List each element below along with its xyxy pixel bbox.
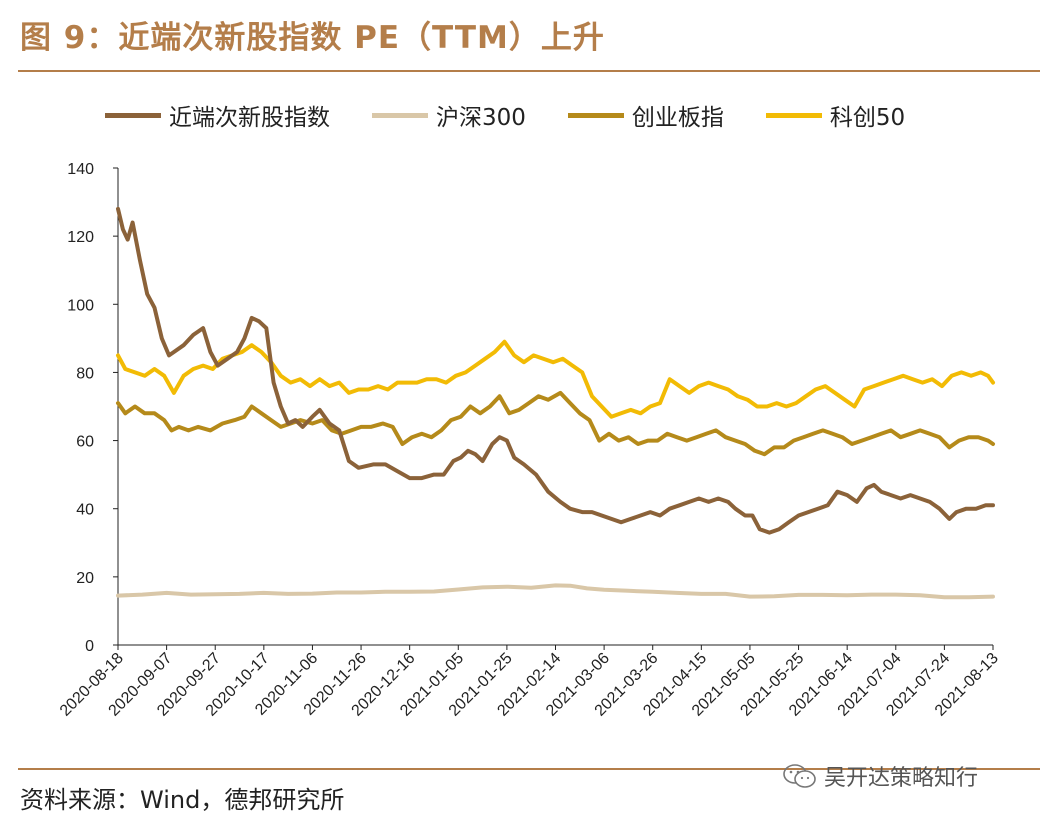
y-tick-label-5: 100 [67,297,94,314]
y-tick-label-2: 40 [76,502,94,519]
series-line-2 [116,390,995,457]
chart-title: 图 9：近端次新股指数 PE（TTM）上升 [20,20,605,56]
watermark: 吴开达策略知行 [782,760,978,792]
y-tick-label-1: 20 [76,570,94,587]
y-tick-label-6: 120 [67,229,94,246]
legend-item-series-1: 沪深300 [372,98,526,132]
wechat-icon [783,764,816,788]
legend-item-series-3: 科创50 [765,98,906,132]
line-chart: 0204060801001201402020-08-182020-09-0720… [57,161,1002,720]
footer-divider [18,768,1040,770]
legend-label-series-3: 科创50 [829,105,906,131]
legend-label-series-2: 创业板指 [631,105,724,131]
legend-item-series-0: 近端次新股指数 [105,98,330,132]
y-tick-label-0: 0 [85,638,94,655]
series-line-3 [116,339,995,419]
legend-swatch-series-2 [567,112,624,118]
title-divider [18,70,1040,72]
series-line-1 [116,583,995,600]
chart-legend: 近端次新股指数 沪深300 创业板指 科创50 [105,98,947,132]
legend-swatch-series-0 [105,112,161,118]
legend-swatch-series-3 [765,112,822,118]
legend-item-series-2: 创业板指 [567,98,724,132]
y-tick-label-3: 60 [76,434,94,451]
y-tick-label-4: 80 [76,365,94,382]
y-tick-label-7: 140 [67,161,94,178]
legend-swatch-series-1 [372,112,428,118]
legend-label-series-1: 沪深300 [436,105,526,131]
source-note: 资料来源：Wind，德邦研究所 [20,786,345,814]
series-line-0 [116,206,995,535]
watermark-text: 吴开达策略知行 [824,766,979,791]
legend-label-series-0: 近端次新股指数 [169,105,330,131]
